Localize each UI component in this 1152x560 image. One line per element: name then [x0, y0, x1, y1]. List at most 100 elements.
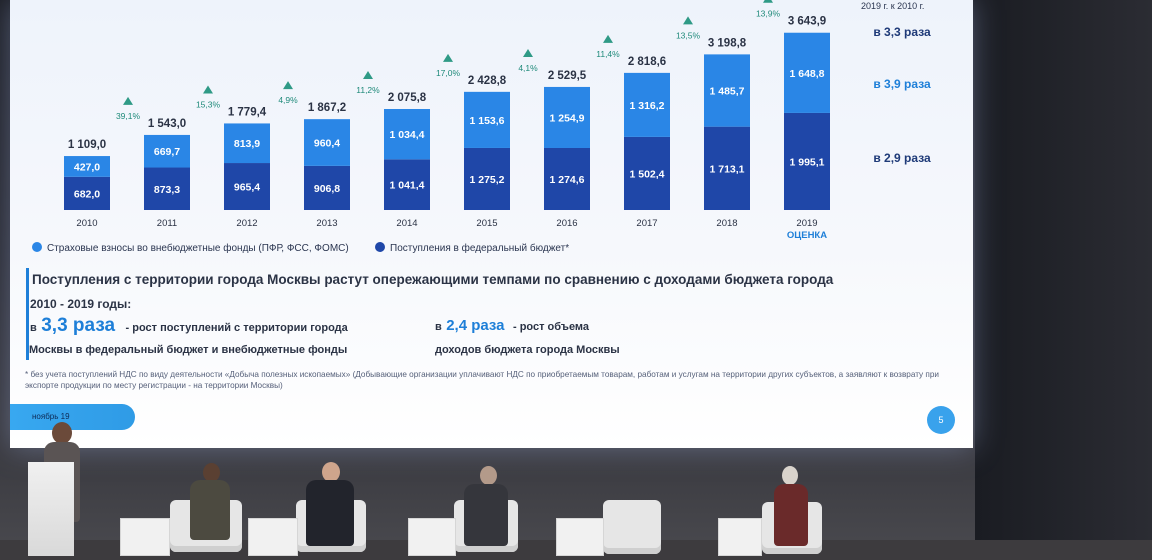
- bar-federal-2018: [704, 126, 750, 210]
- bar-insurance-2019: [784, 32, 830, 113]
- tick-2017: 2017: [636, 218, 657, 229]
- side-table-2: [248, 518, 298, 556]
- label-total-2012: 1 779,4: [228, 106, 267, 118]
- side-table-5: [718, 518, 762, 556]
- tick-estimate: ОЦЕНКА: [787, 230, 827, 241]
- label-insurance-2013: 960,4: [314, 138, 340, 150]
- footnote: * без учета поступлений НДС по виду деят…: [25, 370, 939, 390]
- month-tab: ноябрь 19: [10, 404, 135, 430]
- hall-wall-right: [975, 0, 1152, 560]
- stat1-text1: - рост поступлений с территории города: [125, 322, 348, 334]
- panelist-1-head: [203, 463, 220, 482]
- bar-insurance-2014: [384, 109, 430, 160]
- label-insurance-2015: 1 153,6: [469, 115, 504, 127]
- label-insurance-2019: 1 648,8: [789, 68, 824, 80]
- side-table-4: [556, 518, 604, 556]
- growth-triangle-2015: [443, 53, 453, 62]
- panelist-4-head: [782, 466, 798, 485]
- bar-insurance-2016: [544, 86, 590, 148]
- growth-label-2013: 4,9%: [278, 95, 298, 105]
- growth-label-2014: 11,2%: [356, 85, 380, 95]
- growth-triangle-2016: [523, 48, 533, 57]
- label-federal-2017: 1 502,4: [629, 168, 664, 180]
- label-insurance-2016: 1 254,9: [549, 112, 584, 124]
- label-insurance-2017: 1 316,2: [629, 100, 664, 112]
- ratio-federal: в 2,9 раза: [873, 151, 931, 165]
- legend-swatch-dark: [375, 242, 385, 252]
- podium: [28, 462, 74, 556]
- label-total-2015: 2 428,8: [468, 75, 507, 87]
- tick-2018: 2018: [716, 218, 737, 229]
- growth-triangle-2019: [763, 0, 773, 3]
- stat1-prefix: в: [30, 322, 37, 334]
- stat2-text2: доходов бюджета города Москвы: [435, 344, 620, 356]
- label-federal-2012: 965,4: [234, 182, 260, 194]
- stat1-value: 3,3 раза: [41, 315, 116, 336]
- label-insurance-2011: 669,7: [154, 146, 180, 158]
- side-table-3: [408, 518, 456, 556]
- bar-insurance-2015: [464, 91, 510, 148]
- slide-headline: Поступления с территории города Москвы р…: [32, 272, 834, 287]
- growth-label-2011: 39,1%: [116, 111, 141, 121]
- tick-2012: 2012: [236, 218, 257, 229]
- panelist-3-head: [480, 466, 497, 485]
- label-insurance-2014: 1 034,4: [389, 129, 424, 141]
- growth-triangle-2013: [283, 81, 293, 90]
- panelist-4-body: [774, 484, 808, 546]
- bar-federal-2015: [464, 147, 510, 210]
- legend-label-insurance: Страховые взносы во внебюджетные фонды (…: [47, 243, 349, 254]
- page-number: 5: [927, 406, 955, 434]
- legend-item-federal: Поступления в федеральный бюджет*: [375, 242, 569, 254]
- growth-triangle-2018: [683, 16, 693, 25]
- bar-federal-2012: [224, 163, 270, 210]
- growth-label-2019: 13,9%: [756, 9, 781, 19]
- period-label: 2010 - 2019 годы:: [30, 297, 132, 311]
- presentation-slide: 2019 г. к 2010 г. 682,0 427,0 1 109,0 2010 8…: [10, 0, 973, 448]
- label-federal-2010: 682,0: [74, 188, 100, 200]
- growth-label-2012: 15,3%: [196, 99, 221, 109]
- chair-empty: [603, 500, 661, 554]
- label-total-2018: 3 198,8: [708, 37, 747, 49]
- label-insurance-2012: 813,9: [234, 138, 260, 150]
- stat2-value: 2,4 раза: [446, 317, 505, 334]
- corner-note: 2019 г. к 2010 г.: [861, 1, 925, 11]
- bar-federal-2010: [64, 176, 110, 210]
- ratio-insurance: в 3,9 раза: [873, 77, 931, 91]
- bar-federal-2013: [304, 165, 350, 210]
- label-total-2016: 2 529,5: [548, 70, 587, 82]
- label-federal-2016: 1 274,6: [549, 174, 584, 186]
- panelist-2-body: [306, 480, 354, 546]
- label-total-2011: 1 543,0: [148, 118, 186, 130]
- panelist-1-body: [190, 480, 230, 540]
- growth-triangle-2012: [203, 85, 213, 94]
- side-table-1: [120, 518, 170, 556]
- label-federal-2014: 1 041,4: [389, 180, 424, 192]
- speaker-head: [52, 422, 72, 444]
- label-federal-2011: 873,3: [154, 184, 180, 196]
- bar-federal-2014: [384, 159, 430, 210]
- label-federal-2019: 1 995,1: [789, 156, 824, 168]
- growth-label-2018: 13,5%: [676, 30, 701, 40]
- label-total-2014: 2 075,8: [388, 92, 427, 104]
- stat2-text1: - рост объема: [512, 321, 590, 333]
- tick-2011: 2011: [157, 218, 177, 229]
- stat-block-1: в 3,3 раза - рост поступлений с территор…: [30, 315, 348, 337]
- bar-federal-2016: [544, 147, 590, 210]
- panelist-2-head: [322, 462, 340, 482]
- tick-2016: 2016: [556, 218, 577, 229]
- tick-2013: 2013: [316, 218, 337, 229]
- tick-2010: 2010: [76, 218, 97, 229]
- month-label: ноябрь 19: [32, 412, 70, 421]
- label-federal-2018: 1 713,1: [709, 163, 744, 175]
- label-insurance-2010: 427,0: [74, 161, 100, 173]
- bar-insurance-2010: [64, 156, 110, 177]
- stat-block-2: в 2,4 раза - рост объема: [435, 317, 589, 335]
- bar-federal-2019: [784, 112, 830, 210]
- stat1-text2: Москвы в федеральный бюджет и внебюджетн…: [29, 344, 348, 356]
- bar-insurance-2011: [144, 134, 190, 168]
- label-total-2010: 1 109,0: [68, 139, 106, 151]
- stat2-prefix: в: [435, 321, 442, 333]
- label-federal-2013: 906,8: [314, 183, 340, 195]
- tick-2019: 2019: [796, 218, 817, 229]
- bar-federal-2017: [624, 136, 670, 210]
